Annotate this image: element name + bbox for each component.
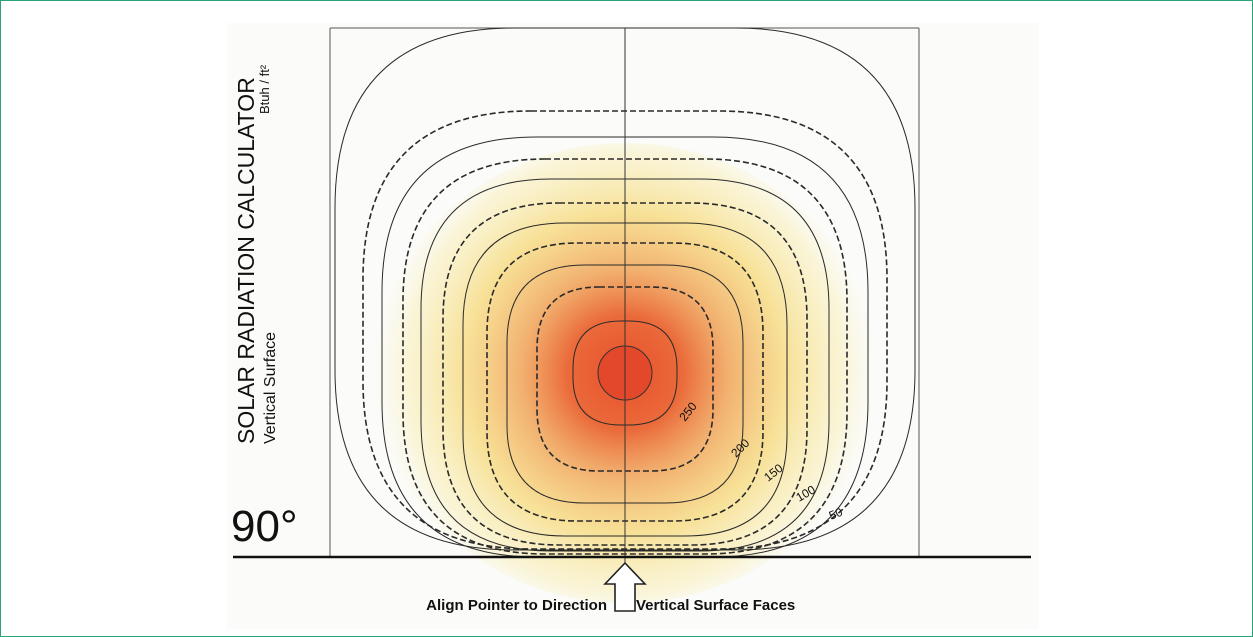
solid-contour-ring xyxy=(420,178,830,552)
solid-contour-ring xyxy=(506,264,744,504)
angle-label: 90° xyxy=(231,502,298,551)
dashed-contour-ring xyxy=(536,286,714,472)
dashed-contour-ring xyxy=(442,202,808,546)
solid-contour-ring xyxy=(334,27,916,551)
pointer-arrow xyxy=(603,561,647,612)
dashed-contour-ring xyxy=(362,110,888,550)
contour-label-50: 50 xyxy=(827,505,845,523)
surface-subtitle: Vertical Surface xyxy=(262,332,279,444)
contour-lines xyxy=(334,27,916,558)
dashed-contour-ring xyxy=(402,158,848,555)
pointer-instruction-left: Align Pointer to Direction xyxy=(426,597,607,614)
solid-contour-ring xyxy=(572,320,678,426)
pointer-instruction-right: Vertical Surface Faces xyxy=(636,597,796,614)
calculator-title: SOLAR RADIATION CALCULATOR xyxy=(233,77,259,444)
solid-contour-ring xyxy=(462,222,788,537)
dashed-contour-ring xyxy=(486,242,764,522)
units-label: Btuh / ft² xyxy=(257,64,272,114)
